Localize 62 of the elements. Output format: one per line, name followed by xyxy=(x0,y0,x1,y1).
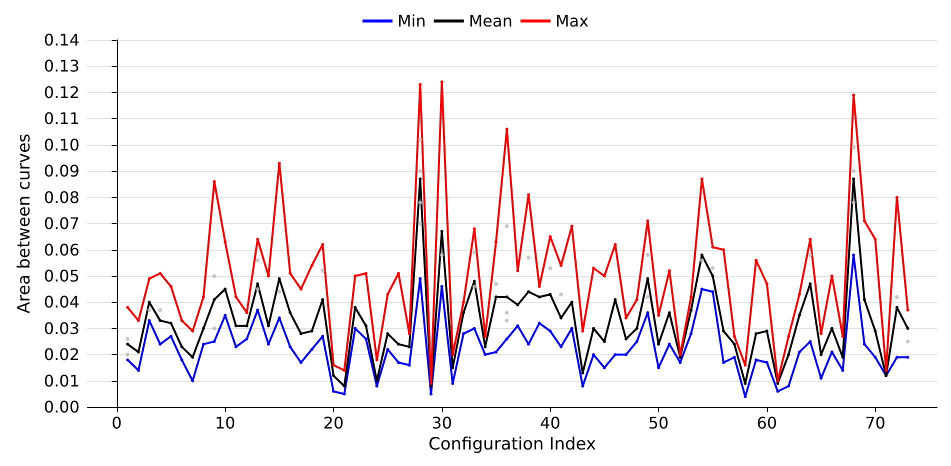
point xyxy=(548,266,552,270)
x-tick-label: 60 xyxy=(756,414,778,433)
point xyxy=(418,169,422,174)
legend-label: Min xyxy=(397,12,426,30)
y-tick-label: 0.12 xyxy=(44,82,80,102)
x-tick-label: 30 xyxy=(432,414,452,433)
x-tick-label: 70 xyxy=(865,414,886,433)
y-tick-label: 0.11 xyxy=(44,109,80,128)
point xyxy=(440,253,444,258)
x-tick-label: 40 xyxy=(540,414,560,433)
point xyxy=(320,268,325,273)
point xyxy=(559,292,564,296)
point xyxy=(710,266,715,270)
point xyxy=(526,256,531,260)
point xyxy=(212,326,216,330)
y-tick-label: 0.02 xyxy=(44,345,80,364)
y-tick-label: 0.00 xyxy=(44,398,80,417)
point xyxy=(646,253,650,258)
legend-label: Mean xyxy=(468,12,512,30)
point xyxy=(852,169,856,174)
point xyxy=(700,258,704,262)
point xyxy=(808,253,812,258)
y-tick-label: 0.01 xyxy=(44,371,80,390)
point xyxy=(894,294,899,299)
point xyxy=(472,284,476,288)
point xyxy=(906,340,910,344)
x-tick-label: 10 xyxy=(214,414,236,433)
y-tick-label: 0.03 xyxy=(44,318,80,338)
point xyxy=(418,222,422,226)
point xyxy=(418,138,422,142)
point xyxy=(126,336,130,341)
y-tick-label: 0.14 xyxy=(44,30,80,50)
y-tick-label: 0.08 xyxy=(44,188,80,207)
x-tick-label: 20 xyxy=(323,414,344,433)
y-tick-label: 0.09 xyxy=(44,162,80,181)
point xyxy=(126,352,130,357)
point xyxy=(852,146,856,150)
y-axis-title: Area between curves xyxy=(14,133,34,314)
point xyxy=(646,294,650,299)
point xyxy=(504,318,509,323)
y-tick-label: 0.13 xyxy=(44,56,80,76)
point xyxy=(494,282,498,286)
point xyxy=(504,224,509,228)
point xyxy=(256,258,260,262)
point xyxy=(504,310,509,315)
y-tick-label: 0.06 xyxy=(44,240,80,260)
point xyxy=(256,287,260,292)
point xyxy=(158,308,162,312)
x-axis-title: Configuration Index xyxy=(428,434,596,454)
point xyxy=(147,308,152,312)
point xyxy=(277,290,282,294)
legend-label: Max xyxy=(555,12,589,30)
y-tick-label: 0.05 xyxy=(44,266,80,286)
point xyxy=(212,274,216,278)
x-tick-label: 0 xyxy=(112,414,122,433)
y-tick-label: 0.04 xyxy=(44,292,80,312)
x-tick-label: 50 xyxy=(648,414,669,433)
point xyxy=(852,200,856,205)
point xyxy=(418,200,422,205)
y-tick-label: 0.10 xyxy=(44,135,80,154)
point xyxy=(472,250,476,254)
y-tick-label: 0.07 xyxy=(44,214,80,234)
